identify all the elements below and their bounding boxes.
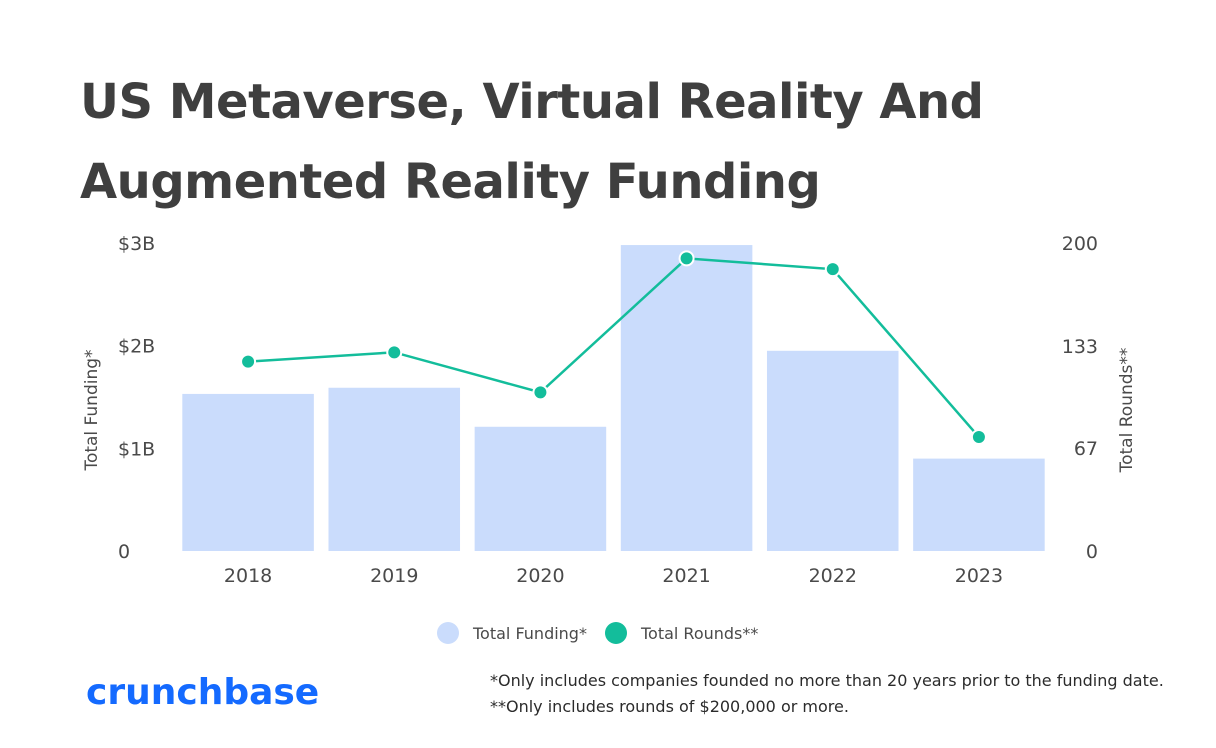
- title-line-1: US Metaverse, Virtual Reality And: [80, 74, 984, 130]
- rounds-line: [240, 250, 987, 446]
- funding-bar-2019[interactable]: [328, 387, 461, 551]
- x-tick-label-2023: 2023: [955, 565, 1003, 587]
- rounds-point-2019[interactable]: [386, 344, 403, 361]
- rounds-point-2021[interactable]: [678, 250, 695, 267]
- rounds-point-2018[interactable]: [240, 353, 257, 370]
- funding-bars: [182, 245, 1045, 551]
- x-tick-label-2020: 2020: [516, 565, 564, 587]
- funding-bar-2021[interactable]: [620, 245, 753, 551]
- left-tick-label: $3B: [118, 233, 155, 255]
- left-tick-label: $1B: [118, 438, 155, 460]
- x-tick-label-2021: 2021: [662, 565, 710, 587]
- funding-bar-2018[interactable]: [182, 393, 314, 551]
- legend-label-funding: Total Funding*: [473, 623, 587, 643]
- legend-item-rounds[interactable]: Total Rounds**: [604, 622, 759, 644]
- left-tick-label: 0: [118, 541, 130, 563]
- right-tick-label: 133: [1062, 336, 1098, 358]
- rounds-point-2020[interactable]: [532, 384, 549, 401]
- funding-bar-2020[interactable]: [474, 426, 607, 551]
- funding-bar-2022[interactable]: [766, 350, 899, 551]
- left-tick-label: $2B: [118, 336, 155, 358]
- footnotes: *Only includes companies founded no more…: [490, 668, 1164, 720]
- legend: Total Funding* Total Rounds**: [437, 622, 776, 644]
- legend-swatch-funding: [437, 622, 459, 644]
- left-axis-ticks: 0 $1B $2B $3B: [118, 233, 155, 563]
- x-axis-ticks: 2018 2019 2020 2021 2022 2023: [224, 565, 1003, 587]
- rounds-point-2023[interactable]: [970, 429, 987, 446]
- legend-swatch-rounds: [604, 622, 627, 644]
- page-title: US Metaverse, Virtual Reality And Augmen…: [80, 62, 1080, 222]
- right-tick-label: 67: [1074, 438, 1098, 460]
- title-line-2: Augmented Reality Funding: [80, 154, 821, 210]
- crunchbase-logo: crunchbase: [86, 672, 320, 713]
- right-tick-label: 200: [1062, 233, 1098, 255]
- legend-item-funding[interactable]: Total Funding*: [437, 622, 587, 644]
- x-tick-label-2018: 2018: [224, 565, 272, 587]
- right-tick-label: 0: [1086, 541, 1098, 563]
- funding-bar-2023[interactable]: [913, 458, 1045, 551]
- x-tick-label-2022: 2022: [809, 565, 857, 587]
- right-axis-title: Total Rounds**: [1117, 348, 1137, 474]
- right-axis-ticks: 0 67 133 200: [1062, 233, 1098, 563]
- footnote-1: *Only includes companies founded no more…: [490, 671, 1164, 690]
- x-tick-label-2019: 2019: [370, 565, 418, 587]
- legend-label-rounds: Total Rounds**: [640, 623, 759, 643]
- footnote-2: **Only includes rounds of $200,000 or mo…: [490, 697, 849, 716]
- left-axis-title: Total Funding*: [82, 349, 102, 471]
- rounds-point-2022[interactable]: [824, 261, 841, 278]
- rounds-series-line: [248, 257, 980, 438]
